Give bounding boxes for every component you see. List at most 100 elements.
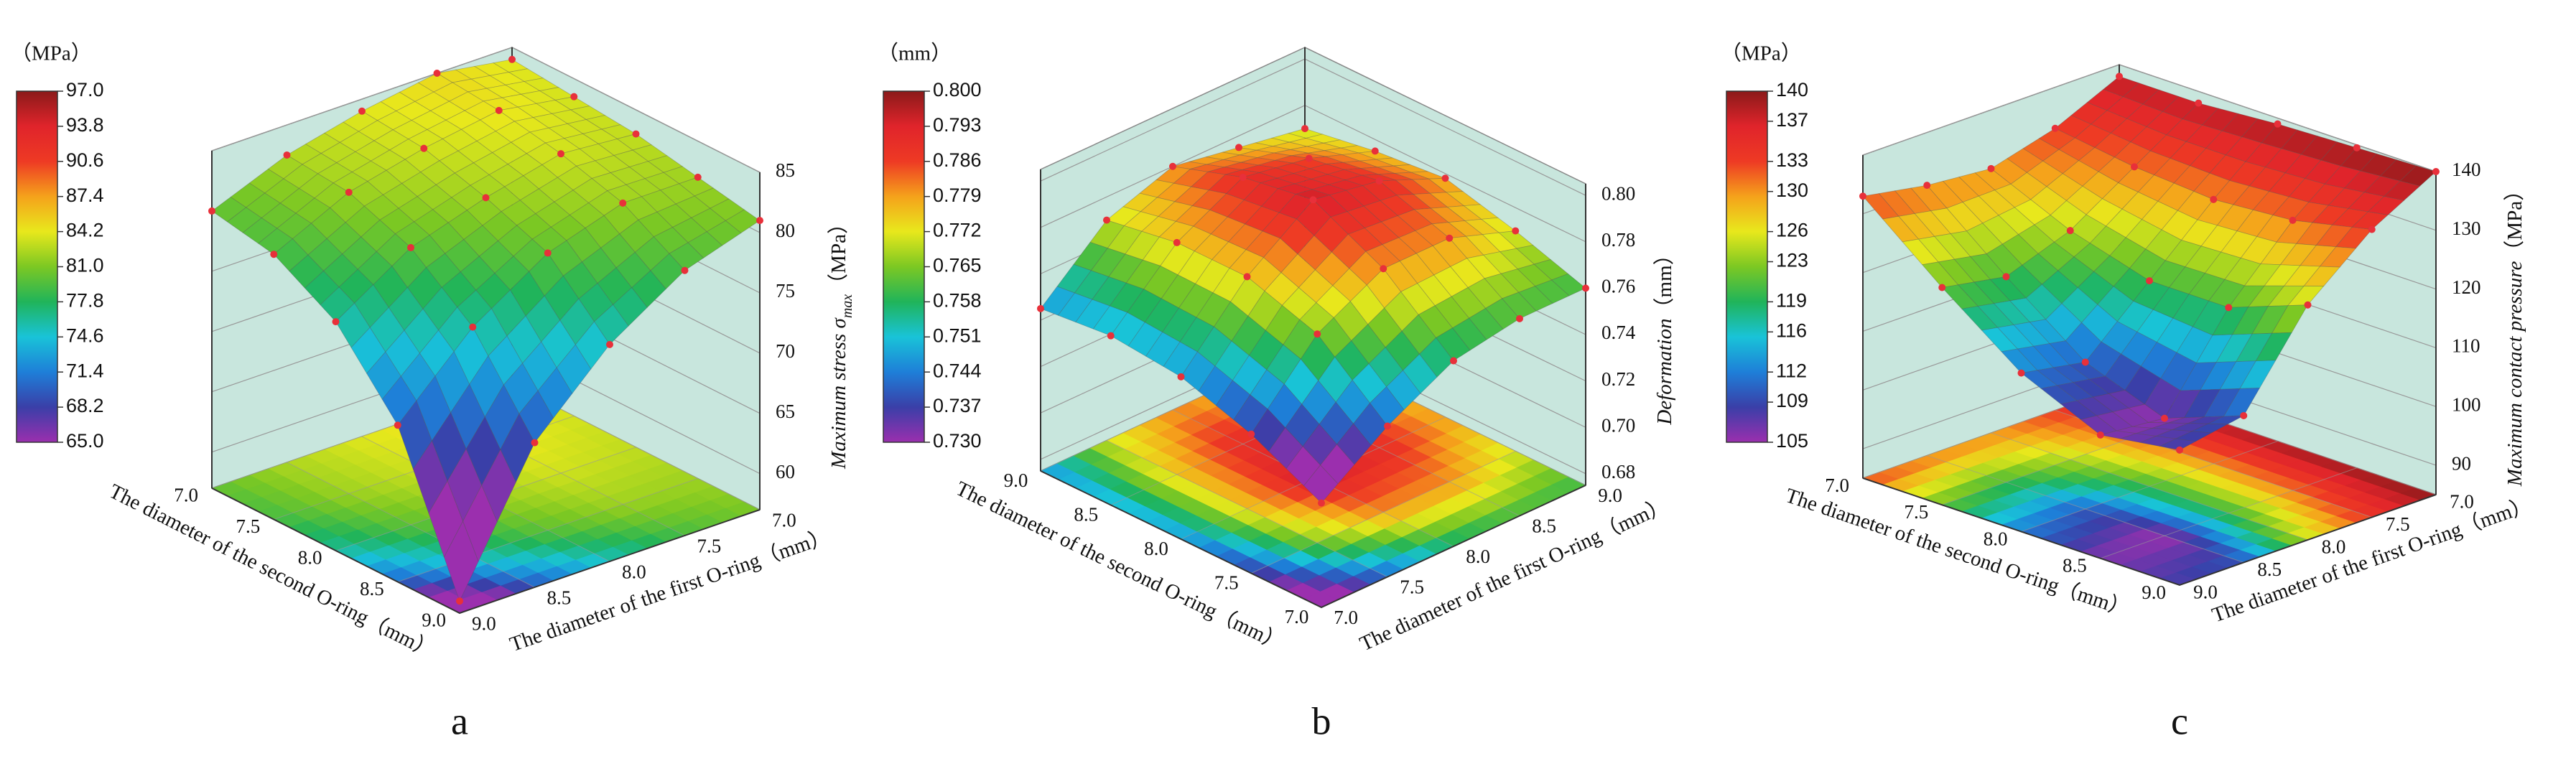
data-point xyxy=(394,421,401,429)
data-point xyxy=(606,340,613,348)
data-point xyxy=(531,439,539,447)
data-point xyxy=(1173,238,1181,246)
x-tick-label: 8.0 xyxy=(2322,536,2346,557)
z-tick-label: 60 xyxy=(776,461,795,482)
z-tick-label: 0.70 xyxy=(1601,414,1635,436)
surface-patch xyxy=(1376,157,1410,167)
colorbar-tick-label: 112 xyxy=(1776,360,1807,381)
data-point xyxy=(1239,173,1247,181)
y-tick-label: 8.5 xyxy=(360,578,384,599)
data-point xyxy=(570,93,578,101)
data-point xyxy=(345,188,353,196)
data-point xyxy=(1375,177,1383,185)
y-tick-label: 7.0 xyxy=(174,485,198,506)
colorbar-tick-label: 126 xyxy=(1776,220,1808,241)
data-point xyxy=(208,207,215,215)
data-point xyxy=(2131,163,2138,171)
x-tick-label: 7.5 xyxy=(2386,513,2410,535)
x-tick-label: 9.0 xyxy=(2193,581,2218,602)
colorbar-tick-label: 0.765 xyxy=(933,255,982,276)
surface-patch xyxy=(1419,337,1454,378)
colorbar-tick-label: 97.0 xyxy=(66,79,104,101)
x-tick-label: 8.5 xyxy=(547,587,572,608)
data-point xyxy=(482,194,490,202)
data-point xyxy=(407,243,414,251)
z-tick-label: 0.76 xyxy=(1601,276,1635,297)
data-point xyxy=(2240,411,2248,419)
x-tick-label: 9.0 xyxy=(1598,485,1622,506)
z-title-main: Deformation xyxy=(1653,318,1676,425)
y-tick-label: 7.0 xyxy=(1285,606,1309,627)
data-point xyxy=(1309,196,1317,204)
colorbar xyxy=(16,90,58,443)
data-point xyxy=(1301,125,1308,133)
data-point xyxy=(2161,414,2168,422)
surface-patch xyxy=(1359,159,1394,168)
colorbar-tick-label: 0.744 xyxy=(933,360,982,381)
data-point xyxy=(544,249,552,257)
x-tick-label: 7.0 xyxy=(772,509,796,531)
panel: 0.68 0.70 0.72 0.74 0.76 0.78 0.80 7.0 7.5 8.0 8.5… xyxy=(878,42,1676,743)
z-tick-label: 140 xyxy=(2452,159,2481,180)
panel-label: a xyxy=(451,699,468,742)
colorbar-tick-label: 130 xyxy=(1776,179,1808,201)
data-point xyxy=(2081,358,2089,366)
colorbar-tick-label: 90.6 xyxy=(66,149,104,171)
data-point xyxy=(2210,195,2218,203)
surface-patch xyxy=(1325,154,1360,163)
data-point xyxy=(2368,225,2376,233)
z-tick-label: 100 xyxy=(2452,393,2481,415)
surface-patch xyxy=(1353,402,1388,446)
colorbar-tick-label: 77.8 xyxy=(66,290,104,312)
z-tick-label: 0.78 xyxy=(1601,229,1635,251)
data-point xyxy=(2051,124,2059,132)
data-point xyxy=(2304,301,2312,309)
colorbar-tick-label: 0.793 xyxy=(933,114,982,136)
surface-patch xyxy=(1447,220,1484,237)
data-point xyxy=(1243,273,1251,281)
data-point xyxy=(2353,144,2361,151)
data-point xyxy=(2096,431,2104,439)
data-point xyxy=(1103,216,1110,224)
x-tick-label: 8.5 xyxy=(2257,559,2282,580)
data-point xyxy=(1923,182,1931,190)
surface-patch xyxy=(1308,156,1344,164)
data-point xyxy=(1441,174,1449,182)
data-point xyxy=(508,55,516,63)
data-point xyxy=(2066,227,2074,235)
data-point xyxy=(358,107,366,115)
colorbar-title: （MPa） xyxy=(1721,42,1802,65)
y-tick-label: 9.0 xyxy=(2142,582,2166,603)
data-point xyxy=(2116,73,2123,80)
y-tick-label: 7.5 xyxy=(236,515,260,537)
z-tick-label: 0.80 xyxy=(1601,182,1635,204)
surface-patch xyxy=(1450,258,1485,288)
data-point xyxy=(2289,216,2297,224)
colorbar-tick-label: 0.772 xyxy=(933,220,982,241)
z-tick-label: 130 xyxy=(2452,218,2481,239)
x-tick-label: 8.0 xyxy=(622,561,646,582)
colorbar-tick-label: 0.737 xyxy=(933,395,982,416)
floor-grid-line xyxy=(1251,451,1516,574)
data-point xyxy=(557,150,564,158)
colorbar-tick-label: 116 xyxy=(1776,319,1807,341)
data-point xyxy=(694,173,702,181)
data-point xyxy=(283,151,291,159)
data-point xyxy=(1177,373,1185,380)
colorbar-tick-label: 81.0 xyxy=(66,255,104,276)
data-point xyxy=(2274,120,2282,128)
x-tick-label: 7.0 xyxy=(2450,490,2474,512)
data-point xyxy=(1305,154,1313,162)
surface-patch xyxy=(1386,370,1421,411)
surface-patch xyxy=(1360,167,1395,175)
data-point xyxy=(2146,277,2153,285)
z-tick-label: 0.68 xyxy=(1601,461,1635,482)
surface-patch xyxy=(1451,317,1487,351)
colorbar-title: （MPa） xyxy=(11,42,92,65)
data-point xyxy=(495,106,503,114)
data-point xyxy=(681,266,689,274)
surface-patch xyxy=(1343,160,1377,169)
z-axis-title: Deformation（mm） xyxy=(1653,244,1676,425)
z-tick-label: 80 xyxy=(776,220,795,241)
